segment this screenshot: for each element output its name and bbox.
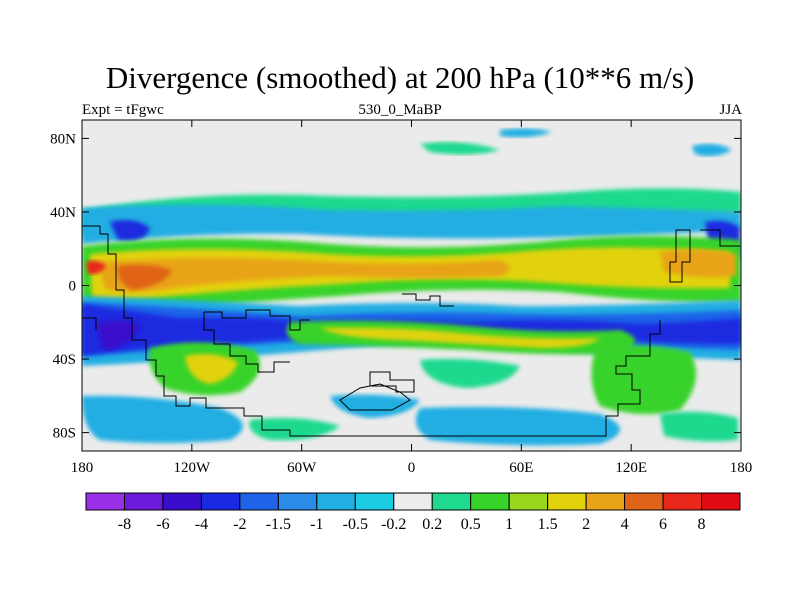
colorbar-label: -4 [195, 516, 208, 533]
colorbar-swatch [123, 492, 164, 511]
colorbar-swatch [662, 492, 703, 511]
colorbar-label: -6 [156, 516, 169, 533]
tropical-core-red-2 [86, 260, 106, 275]
x-tick-label: 60E [509, 460, 533, 476]
colorbar-label: -0.5 [343, 516, 368, 533]
colorbar-swatch [354, 492, 395, 511]
colorbar-label: -1 [310, 516, 323, 533]
coastlines [82, 225, 740, 437]
colorbar-swatch [316, 492, 356, 511]
colorbar-swatch [85, 492, 125, 511]
y-tick-label: 40S [53, 352, 76, 368]
colorbar-swatch [431, 492, 472, 511]
colorbar-swatch [470, 492, 510, 511]
x-tick-label: 180 [71, 460, 94, 476]
colorbar-swatch [200, 492, 241, 511]
y-tick-label: 0 [69, 279, 77, 295]
colorbar-swatch [277, 492, 318, 511]
colorbar-swatch [239, 492, 279, 511]
tropical-core-red [117, 264, 172, 290]
south-core-deep [96, 320, 140, 350]
colorbar-swatch [508, 492, 549, 511]
colorbar-label: -1.5 [266, 516, 291, 533]
colorbar-label: 1.5 [538, 516, 558, 533]
time-label: 530_0_MaBP [358, 102, 442, 118]
x-tick-label: 180 [730, 460, 753, 476]
y-tick-label: 80S [53, 426, 76, 442]
sh-yellow-lobe-1 [185, 354, 238, 384]
sh-green-lobe-4 [420, 358, 520, 388]
season-label: JJA [719, 102, 742, 118]
antarctic-cyan-1 [82, 395, 243, 443]
colorbar-label: -8 [118, 516, 131, 533]
colorbar-label: 0.2 [422, 516, 442, 533]
colorbar-swatch [393, 492, 433, 511]
antarctic-green [249, 418, 340, 441]
experiment-label: Expt = tFgwc [82, 102, 164, 118]
chart-title: Divergence (smoothed) at 200 hPa (10**6 … [105, 60, 695, 95]
colorbar-label: 8 [698, 516, 706, 533]
axes: 180 120W 60W 0 60E 120E 180 80N 40N 0 40S 80S [50, 120, 752, 476]
colorbar-swatch [585, 492, 626, 511]
arctic-blob-2 [420, 142, 500, 155]
colorbar-swatch [701, 492, 741, 511]
colorbar-swatch [624, 492, 664, 511]
colorbar: -8 -6 -4 -2 -1.5 -1 -0.5 -0.2 0.2 0.5 1 1.5 2 4 6 8 [85, 492, 741, 533]
tropical-core-e [660, 249, 736, 278]
x-tick-label: 120E [615, 460, 647, 476]
arctic-blob-1 [500, 128, 552, 138]
north-band-blue [82, 204, 741, 244]
sh-green-lobe-3 [591, 345, 697, 415]
antarctic-green-e [660, 411, 738, 442]
arctic-blob-3 [692, 143, 732, 157]
sh-yellow-band-2 [320, 327, 600, 348]
tropical-band-orange [100, 258, 510, 292]
colorbar-label: 2 [582, 516, 590, 533]
y-tick-label: 40N [50, 205, 76, 221]
colorbar-label: -2 [233, 516, 246, 533]
colorbar-swatch [547, 492, 587, 511]
y-tick-label: 80N [50, 131, 76, 147]
colorbar-label: 0.5 [461, 516, 481, 533]
colorbar-swatch [162, 492, 202, 511]
divergence-field [82, 120, 741, 451]
antarctic-cyan-2 [330, 394, 420, 418]
colorbar-label: 1 [505, 516, 513, 533]
x-tick-label: 60W [287, 460, 317, 476]
colorbar-label: -0.2 [381, 516, 406, 533]
x-tick-label: 0 [408, 460, 416, 476]
x-tick-label: 120W [173, 460, 211, 476]
colorbar-label: 4 [621, 516, 629, 533]
north-cell-darkblue [110, 220, 150, 241]
colorbar-label: 6 [659, 516, 667, 533]
